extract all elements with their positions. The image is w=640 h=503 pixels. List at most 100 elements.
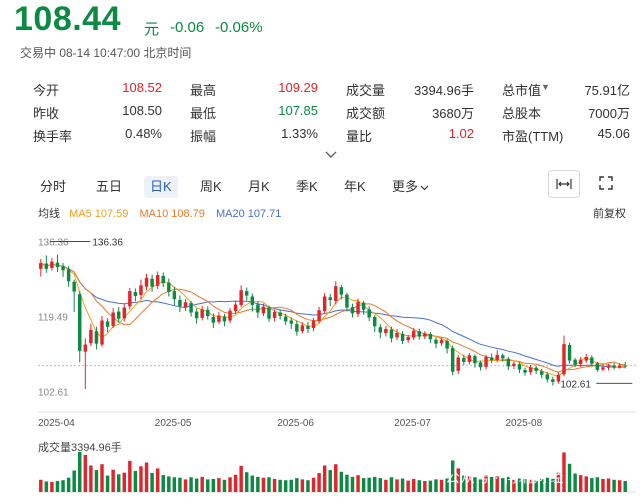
volume-bar	[417, 480, 421, 492]
tab-yearly-k[interactable]: 年K	[344, 179, 366, 194]
candle-body	[478, 362, 483, 368]
candle-body	[206, 309, 210, 317]
volume-bar	[434, 479, 438, 492]
candle-body	[250, 296, 255, 305]
stat-label: 昨收	[33, 106, 60, 121]
volume-bar	[116, 474, 121, 492]
volume-bar	[606, 478, 611, 492]
price-change-percent: -0.06%	[215, 19, 263, 36]
volume-bar	[55, 481, 60, 492]
stat-label: 最高	[190, 83, 217, 98]
tab-monthly-k[interactable]: 月K	[248, 179, 270, 194]
candle-body	[573, 359, 577, 365]
volume-bar	[623, 481, 627, 492]
candle-body	[317, 310, 321, 321]
volume-bar	[467, 476, 472, 492]
kline-chart[interactable]: 136.36 119.49 102.61 2025-04 2025-05 2025-06 2…	[0, 220, 640, 503]
candle-body	[517, 364, 522, 370]
volume-bar	[356, 475, 360, 492]
candle-body	[144, 277, 149, 287]
stat-value: 3680万	[432, 106, 474, 121]
candle-body	[462, 357, 466, 362]
volume-bar	[456, 468, 460, 492]
candle-body	[239, 290, 243, 305]
stat-label: 最低	[190, 106, 217, 121]
candle-body	[345, 294, 349, 308]
candle-body	[261, 306, 266, 314]
volume-bar	[378, 478, 383, 492]
candle-body	[306, 325, 310, 329]
candle-body	[439, 340, 444, 344]
fullscreen-button[interactable]	[591, 170, 621, 196]
volume-bar	[334, 464, 338, 492]
volume-bar	[478, 478, 483, 492]
candle-body	[384, 328, 388, 333]
volume-bar	[194, 478, 199, 492]
candle-body	[44, 263, 49, 269]
volume-bar	[222, 479, 227, 492]
volume-bar	[562, 452, 566, 492]
candle-body	[94, 331, 99, 344]
volume-bar	[512, 479, 516, 492]
volume-bar	[450, 460, 455, 492]
adjust-mode-button[interactable]: 前复权	[593, 208, 626, 220]
current-price: 108.44	[14, 0, 121, 38]
ma20-line	[40, 262, 626, 368]
volume-bar	[78, 452, 82, 492]
y-tick-label: 102.61	[38, 388, 69, 399]
volume-bar	[228, 477, 232, 492]
fit-width-button[interactable]	[548, 170, 580, 198]
stat-value: 1.02	[448, 126, 474, 141]
candle-body	[428, 333, 433, 340]
candle-body	[155, 275, 160, 286]
volume-bar	[350, 476, 355, 492]
volume-bar	[272, 478, 277, 492]
watermark: 公众号 · 博瑞财经	[445, 469, 564, 486]
candle-body	[523, 369, 527, 373]
volume-bar	[306, 480, 310, 492]
tab-more[interactable]: 更多	[386, 176, 435, 198]
high-annotation-label: 136.36	[92, 237, 123, 248]
volume-bar	[161, 475, 165, 492]
fit-width-icon	[556, 179, 572, 189]
tab-five-day[interactable]: 五日	[96, 179, 123, 194]
tab-weekly-k[interactable]: 周K	[200, 179, 222, 194]
tab-daily-k[interactable]: 日K	[144, 176, 178, 198]
candle-body	[100, 320, 104, 345]
stat-label: 振幅	[190, 129, 217, 144]
volume-bar	[150, 473, 154, 492]
candle-body	[256, 304, 260, 313]
tab-more-label: 更多	[392, 179, 419, 194]
trading-status: 交易中 08-14 10:47:00 北京时间	[20, 46, 192, 60]
volume-bar	[578, 475, 583, 492]
candle-body	[528, 367, 533, 373]
candle-body	[83, 344, 88, 352]
volume-bar	[517, 478, 522, 492]
candle-body	[389, 329, 394, 339]
volume-bar	[89, 465, 93, 492]
fullscreen-icon	[599, 176, 613, 190]
candle-body	[172, 291, 177, 300]
candle-body	[111, 312, 115, 326]
volume-bar	[317, 473, 321, 492]
volume-bar	[389, 477, 394, 492]
caret-down-icon[interactable]: ▼	[541, 82, 550, 92]
volume-bar	[595, 477, 600, 492]
volume-bar	[261, 477, 266, 492]
volume-bar	[551, 478, 555, 492]
chevron-down-icon[interactable]	[325, 148, 337, 162]
candle-body	[378, 327, 383, 333]
candle-body	[222, 316, 227, 322]
volume-bar	[183, 479, 188, 492]
tab-intraday[interactable]: 分时	[40, 179, 67, 194]
stat-value: 108.52	[122, 80, 162, 95]
candle-body	[450, 348, 455, 372]
candle-body	[139, 285, 143, 296]
stat-value: 109.29	[278, 80, 318, 95]
chevron-down-icon	[420, 185, 429, 191]
volume-bar	[345, 474, 349, 492]
candle-body	[178, 300, 182, 307]
volume-bar	[556, 472, 561, 492]
candle-body	[167, 282, 171, 293]
tab-quarterly-k[interactable]: 季K	[296, 179, 318, 194]
